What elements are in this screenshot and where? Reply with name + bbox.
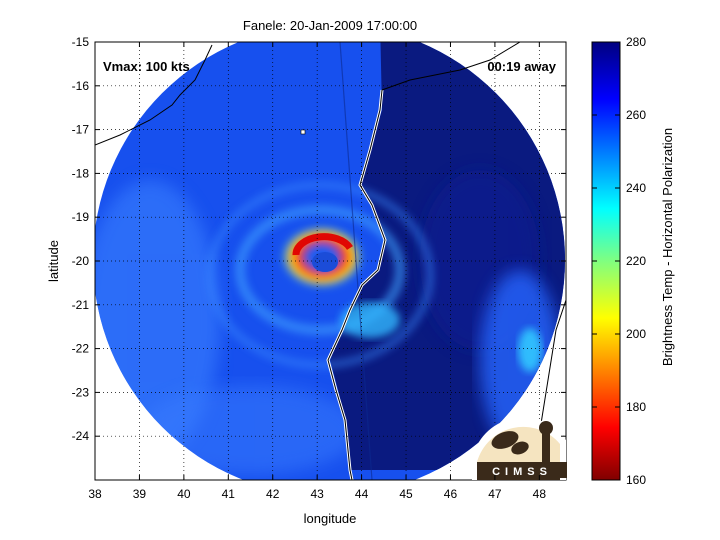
x-tick-label: 39 <box>133 487 147 501</box>
logo-text: CIMSS <box>492 466 552 478</box>
time-away-annotation: 00:19 away <box>487 59 556 74</box>
x-tick-label: 46 <box>444 487 458 501</box>
colorbar-ticks: 160 180 200 220 240 260 280 <box>592 35 646 487</box>
y-tick-label: -20 <box>72 254 90 268</box>
y-axis-ticks: -15 -16 -17 -18 -19 -20 -21 -22 -23 -24 <box>72 35 566 443</box>
x-tick-label: 38 <box>88 487 102 501</box>
rainband-spiral <box>235 205 405 335</box>
colorbar-tick-label: 200 <box>626 327 646 341</box>
coastline-mozambique <box>95 44 213 146</box>
eye-center <box>312 252 338 272</box>
x-axis-label: longitude <box>304 511 357 526</box>
x-axis-ticks: 38 39 40 41 42 43 44 45 46 47 48 <box>88 42 546 501</box>
y-tick-label: -15 <box>72 35 90 49</box>
logo-tower <box>542 430 550 470</box>
logo-tower-top <box>539 421 553 435</box>
y-tick-label: -24 <box>72 429 90 443</box>
x-tick-label: 42 <box>266 487 280 501</box>
y-tick-label: -18 <box>72 166 90 180</box>
y-tick-label: -23 <box>72 385 90 399</box>
small-island <box>300 129 306 135</box>
x-tick-label: 44 <box>355 487 369 501</box>
colorbar: 160 180 200 220 240 260 280 Brightness Temp - … <box>591 35 675 487</box>
ocean-light-band-south <box>140 385 360 475</box>
y-tick-label: -22 <box>72 342 90 356</box>
rainband-southeast <box>340 302 400 338</box>
logo-satellite-dish-small <box>511 441 529 455</box>
x-tick-label: 48 <box>533 487 547 501</box>
logo-text-bar <box>477 462 567 478</box>
chart-title: Fanele: 20-Jan-2009 17:00:00 <box>243 18 417 33</box>
x-tick-label: 43 <box>310 487 324 501</box>
y-tick-label: -16 <box>72 79 90 93</box>
colorbar-tick-label: 280 <box>626 35 646 49</box>
colorbar-tick-label: 220 <box>626 254 646 268</box>
colorbar-tick-label: 160 <box>626 473 646 487</box>
y-axis-label: latitude <box>46 240 61 282</box>
x-tick-label: 45 <box>399 487 413 501</box>
x-tick-label: 47 <box>488 487 502 501</box>
logo-satellite-dish <box>491 431 519 449</box>
x-tick-label: 40 <box>177 487 191 501</box>
plot-area: Vmax: 100 kts 00:19 away CIMSS 38 39 40 41 4… <box>72 35 567 501</box>
y-tick-label: -19 <box>72 210 90 224</box>
colorbar-tick-label: 180 <box>626 400 646 414</box>
colorbar-tick-label: 260 <box>626 108 646 122</box>
colorbar-tick-label: 240 <box>626 181 646 195</box>
eyewall-hot-arc <box>292 233 353 256</box>
x-tick-label: 41 <box>222 487 236 501</box>
vmax-annotation: Vmax: 100 kts <box>103 59 190 74</box>
cimss-logo: CIMSS <box>472 417 567 480</box>
coastline-madagascar-east <box>539 299 566 431</box>
coastline-madagascar-north <box>381 42 521 91</box>
cloud-patch-east-bright <box>518 328 542 372</box>
y-tick-label: -17 <box>72 123 90 137</box>
rainband-outer <box>206 181 434 369</box>
coastline-madagascar-line <box>327 89 386 480</box>
swath-image <box>95 42 566 480</box>
y-tick-label: -21 <box>72 298 90 312</box>
colorbar-label: Brightness Temp - Horizontal Polarizatio… <box>660 128 675 366</box>
